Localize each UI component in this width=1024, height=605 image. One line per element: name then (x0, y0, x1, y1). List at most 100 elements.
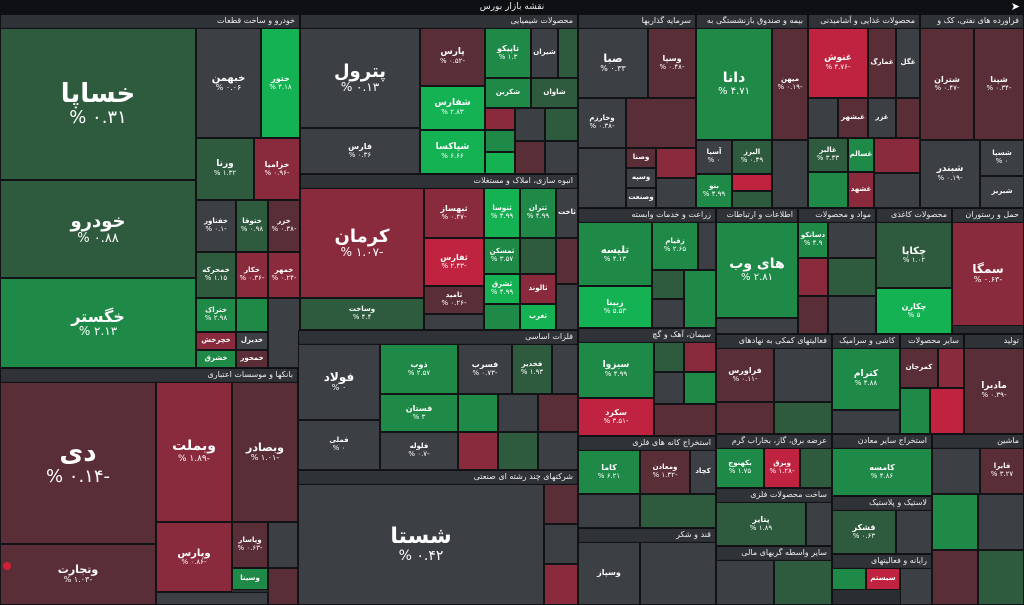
tile[interactable]: خگستر ۲.۱۳ % (0, 278, 196, 368)
mini-tile[interactable] (424, 314, 484, 330)
tile[interactable]: ثمسکن ۳.۵۷ % (484, 238, 520, 274)
mini-tile[interactable] (515, 108, 545, 141)
tile[interactable]: غمارگ (868, 28, 896, 98)
mini-tile[interactable] (938, 348, 964, 388)
tile[interactable]: سمگا -۰.۶۳ % (952, 222, 1024, 326)
mini-tile[interactable] (654, 404, 716, 436)
mini-tile[interactable] (268, 568, 298, 605)
mini-tile[interactable] (545, 108, 578, 141)
mini-tile[interactable] (654, 342, 684, 372)
tile[interactable]: خفناور -۰.۱ % (196, 200, 236, 252)
mini-tile[interactable] (268, 298, 300, 368)
tile[interactable]: سکرد -۳.۵۱ % (578, 398, 654, 436)
tile[interactable]: ثبهساز -۰.۴۷ % (424, 188, 484, 238)
mini-tile[interactable] (640, 542, 716, 605)
tile[interactable]: شکربن (485, 78, 531, 108)
tile[interactable]: غشهد (848, 172, 874, 208)
tile[interactable]: خمحرکه ۱.۱۵ % (196, 252, 236, 298)
mini-tile[interactable] (932, 448, 980, 494)
tile[interactable]: خکار -۰.۳۶ % (236, 252, 268, 298)
mini-tile[interactable] (798, 258, 828, 296)
tile[interactable]: خزامیا -۰.۹۶ % (254, 138, 300, 200)
mini-tile[interactable] (684, 270, 716, 328)
mini-tile[interactable] (732, 174, 772, 191)
mini-tile[interactable] (716, 560, 774, 605)
mini-tile[interactable] (485, 108, 515, 130)
tile[interactable]: شبریز (980, 176, 1024, 208)
tile[interactable]: وخارزم -۰.۳۸ % (578, 98, 626, 148)
tile[interactable]: کاما ۶.۲۱ % (578, 450, 640, 494)
mini-tile[interactable] (978, 494, 1024, 550)
mini-tile[interactable] (900, 568, 932, 605)
tile[interactable]: آسیا ۰ % (696, 140, 732, 174)
tile[interactable]: قشکر ۰.۶۳ % (832, 510, 896, 554)
mini-tile[interactable] (774, 402, 832, 434)
tile[interactable]: پتایر ۱.۸۹ % (716, 502, 806, 546)
tile[interactable]: های وب ۲.۸۱ % (716, 222, 798, 318)
mini-tile[interactable] (874, 173, 920, 208)
tile[interactable]: دی -۰.۱۴ % (0, 382, 156, 544)
tile[interactable]: شستا ۰.۴۲ % (298, 484, 544, 605)
mini-tile[interactable] (772, 140, 808, 208)
tile[interactable]: سیستم (866, 568, 900, 590)
tile[interactable]: شاوان (531, 78, 578, 108)
tile[interactable]: غگل (896, 28, 920, 98)
tile[interactable]: پارس -۰.۵۲ % (420, 28, 485, 86)
tile[interactable]: وساخت ۴.۴ % (300, 298, 424, 330)
mini-tile[interactable] (896, 98, 920, 138)
mini-tile[interactable] (485, 130, 515, 152)
tile[interactable]: وبرق -۱.۲۸ % (764, 448, 800, 488)
tile[interactable]: خودرو ۰.۸۸ % (0, 180, 196, 278)
tile[interactable]: فراورس -۰.۱۱ % (716, 348, 774, 402)
tile[interactable]: ورنا ۱.۳۲ % (196, 138, 254, 200)
tile[interactable]: ثالوند (520, 274, 556, 304)
mini-tile[interactable] (640, 494, 716, 528)
tile[interactable]: تاپیکو ۱.۳ % (485, 28, 531, 78)
tile[interactable]: ختراک ۲.۹۸ % (196, 298, 236, 332)
tile[interactable]: صبا ۰.۳۳ % (578, 28, 648, 98)
tile[interactable]: فسرب -۰.۷۳ % (458, 344, 512, 394)
tile[interactable]: ختوقا ۰.۹۸ % (236, 200, 268, 252)
mini-tile[interactable] (626, 98, 696, 148)
mini-tile[interactable] (545, 141, 578, 174)
tile[interactable]: سیزوا ۴.۹۹ % (578, 342, 654, 398)
tile[interactable]: کمرجان (900, 348, 938, 388)
tile[interactable]: فخدیر ۱.۹۳ % (512, 344, 552, 394)
tile[interactable]: پترول ۰.۱۳ % (300, 28, 420, 128)
tile[interactable]: البرز ۰.۴۹ % (732, 140, 772, 174)
tile[interactable]: فارس ۰.۳۶ % (300, 128, 420, 174)
tile[interactable]: میهن -۰.۱۹ % (772, 28, 808, 140)
tile[interactable]: فایرا ۳.۲۷ % (980, 448, 1024, 494)
tile[interactable]: وسپه (626, 168, 656, 188)
tile[interactable]: وسینا (232, 568, 268, 590)
mini-tile[interactable] (544, 484, 578, 524)
mini-tile[interactable] (520, 238, 556, 274)
tile[interactable]: شپنا -۰.۳۴ % (974, 28, 1024, 140)
mini-tile[interactable] (538, 394, 578, 432)
mini-tile[interactable] (774, 348, 832, 402)
tile[interactable]: وبملت -۱.۸۹ % (156, 382, 232, 522)
mini-tile[interactable] (932, 494, 978, 550)
tile[interactable]: خزر -۰.۳۸ % (268, 200, 300, 252)
mini-tile[interactable] (828, 222, 876, 258)
mini-tile[interactable] (578, 494, 640, 528)
tile[interactable]: ثامید -۰.۲۶ % (424, 286, 484, 314)
mini-tile[interactable] (515, 141, 545, 174)
mini-tile[interactable] (874, 138, 920, 173)
mini-tile[interactable] (556, 238, 578, 284)
tile[interactable]: بکهنوج ۱.۷۵ % (716, 448, 764, 488)
tile[interactable]: وتجارت -۱.۰۳ % (0, 544, 156, 605)
tile[interactable]: دانا ۴.۷۱ % (696, 28, 772, 140)
mini-tile[interactable] (652, 270, 684, 299)
tile[interactable]: غسالم (848, 138, 874, 172)
tile[interactable]: ختور ۴.۱۸ % (261, 28, 300, 138)
tile[interactable]: غنوش -۴.۷۶ % (808, 28, 868, 98)
tile[interactable]: بنو ۴.۹۹ % (696, 174, 732, 208)
tile[interactable]: خمحور (236, 350, 268, 368)
tile[interactable]: زبینا ۵.۵۳ % (578, 286, 652, 328)
mini-tile[interactable] (828, 296, 876, 334)
tile[interactable]: شبندر -۰.۱۹ % (920, 140, 980, 208)
mini-tile[interactable] (656, 148, 696, 178)
tile[interactable]: کترام ۴.۸۸ % (832, 348, 900, 410)
tile[interactable]: شسپا ۰ % (980, 140, 1024, 176)
